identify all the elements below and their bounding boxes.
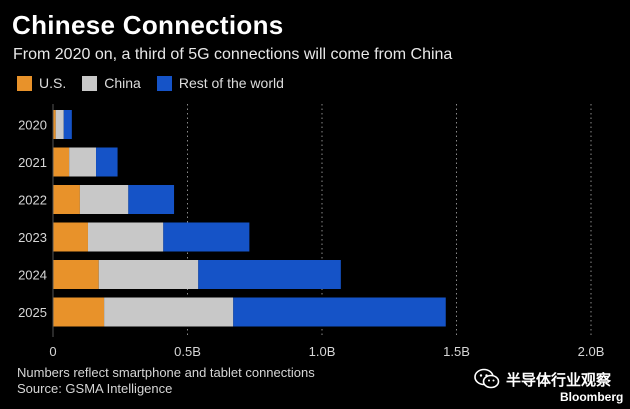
bar-segment-china bbox=[104, 297, 234, 327]
bar-segment-china bbox=[55, 110, 64, 139]
legend-label-rest: Rest of the world bbox=[178, 75, 284, 91]
bar-segment-rest bbox=[163, 222, 250, 252]
y-tick-label: 2024 bbox=[18, 268, 47, 283]
bar-segment-rest bbox=[233, 297, 446, 327]
y-tick-label: 2023 bbox=[18, 230, 47, 245]
legend-item-us: U.S. bbox=[17, 75, 66, 91]
x-tick-label: 0.5B bbox=[174, 344, 201, 359]
bar-segment-rest bbox=[63, 110, 72, 139]
bar-segment-rest bbox=[128, 185, 175, 214]
bar-segment-china bbox=[79, 185, 129, 214]
legend-item-rest: Rest of the world bbox=[156, 75, 284, 91]
watermark-brand: Bloomberg bbox=[560, 390, 624, 404]
y-tick-label: 2022 bbox=[18, 193, 47, 208]
x-tick-label: 1.5B bbox=[443, 344, 470, 359]
wechat-icon bbox=[474, 368, 500, 389]
bar-segment-rest bbox=[198, 260, 341, 289]
y-tick-label: 2021 bbox=[18, 155, 47, 170]
bar-segment-us bbox=[53, 222, 88, 252]
bar-segment-china bbox=[87, 222, 164, 252]
y-tick-label: 2025 bbox=[18, 305, 47, 320]
bar-segment-us bbox=[53, 185, 80, 214]
watermark-text: 半导体行业观察 bbox=[506, 371, 612, 389]
bar-segment-us bbox=[53, 110, 56, 139]
legend: U.S. China Rest of the world bbox=[17, 75, 300, 91]
bar-segment-us bbox=[53, 297, 105, 327]
bar-segment-us bbox=[53, 147, 70, 177]
chart-subtitle: From 2020 on, a third of 5G connections … bbox=[13, 46, 453, 63]
legend-swatch-china bbox=[82, 75, 98, 91]
legend-swatch-rest bbox=[156, 75, 172, 91]
watermark: 半导体行业观察 bbox=[474, 368, 611, 390]
bar-segment-us bbox=[53, 260, 99, 289]
legend-label-us: U.S. bbox=[39, 75, 67, 91]
chart-title: Chinese Connections bbox=[12, 10, 284, 40]
x-tick-label: 1.0B bbox=[309, 344, 336, 359]
bar-segment-china bbox=[69, 147, 97, 177]
legend-label-china: China bbox=[104, 75, 141, 91]
legend-swatch-us bbox=[17, 75, 32, 91]
bar-segment-china bbox=[98, 260, 199, 289]
legend-item-china: China bbox=[82, 75, 141, 91]
x-tick-label: 2.0B bbox=[578, 344, 605, 359]
footnote-note: Numbers reflect smartphone and tablet co… bbox=[17, 365, 315, 380]
y-tick-label: 2020 bbox=[18, 118, 47, 133]
footnote: Numbers reflect smartphone and tablet co… bbox=[17, 365, 315, 397]
footnote-source: Source: GSMA Intelligence bbox=[17, 381, 173, 396]
bar-segment-rest bbox=[96, 147, 118, 177]
x-tick-label: 0 bbox=[49, 344, 56, 359]
